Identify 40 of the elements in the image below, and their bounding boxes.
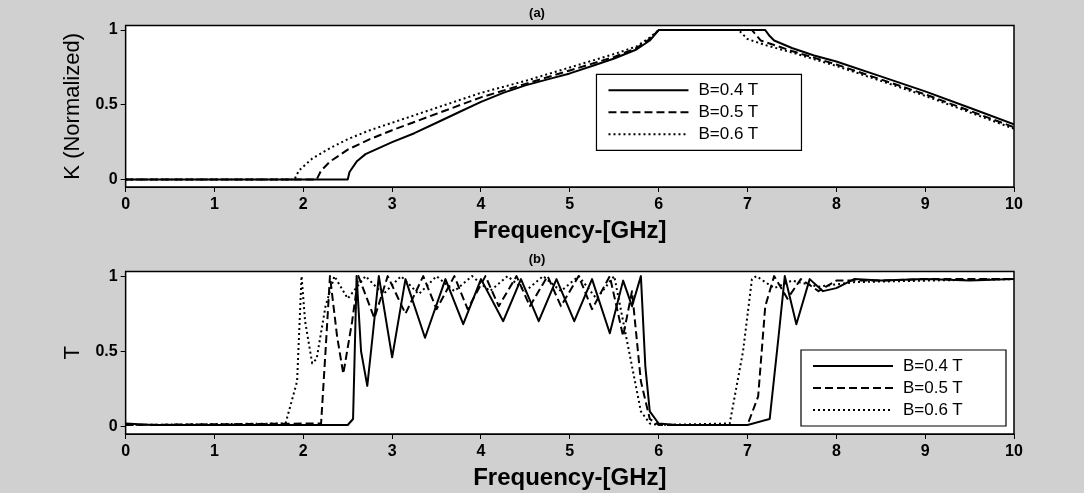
x-tick-label: 5 [565,442,575,460]
chart-title: (b) [528,251,546,267]
legend-label: B=0.4 T [698,79,759,99]
legend-label: B=0.5 T [903,377,963,397]
x-axis-title: Frequency-[GHz] [473,216,667,244]
y-tick-label: 1 [108,266,118,284]
x-tick-label: 10 [1005,442,1023,460]
chart-title: (a) [529,5,545,21]
y-tick-label: 0.5 [95,95,118,113]
x-tick-label: 9 [920,442,930,460]
y-tick-label: 0 [108,169,118,187]
x-tick-label: 0 [121,195,131,213]
y-tick-label: 0 [108,416,118,434]
x-tick-label: 2 [298,195,308,213]
legend-label: B=0.4 T [903,355,963,375]
x-tick-label: 7 [743,195,753,213]
x-tick-label: 10 [1005,195,1023,213]
x-tick-label: 1 [210,195,220,213]
x-tick-label: 6 [654,195,664,213]
y-axis-title: K (Normalized) [59,32,85,180]
y-tick-label: 1 [108,20,118,38]
x-tick-label: 4 [476,195,486,213]
x-tick-label: 8 [831,195,841,213]
legend-label: B=0.5 T [698,101,759,121]
x-axis-title: Frequency-[GHz] [473,463,667,491]
x-tick-label: 8 [831,442,841,460]
y-axis-title: T [59,346,85,360]
x-tick-label: 3 [387,195,397,213]
legend-label: B=0.6 T [903,399,963,419]
y-tick-label: 0.5 [95,341,118,359]
x-tick-label: 3 [387,442,397,460]
x-tick-label: 4 [476,442,486,460]
x-tick-label: 7 [743,442,753,460]
x-tick-label: 0 [121,442,131,460]
x-tick-label: 9 [920,195,930,213]
x-tick-label: 2 [298,442,308,460]
x-tick-label: 1 [210,442,220,460]
x-tick-label: 5 [565,195,575,213]
legend-label: B=0.6 T [698,123,759,143]
x-tick-label: 6 [654,442,664,460]
